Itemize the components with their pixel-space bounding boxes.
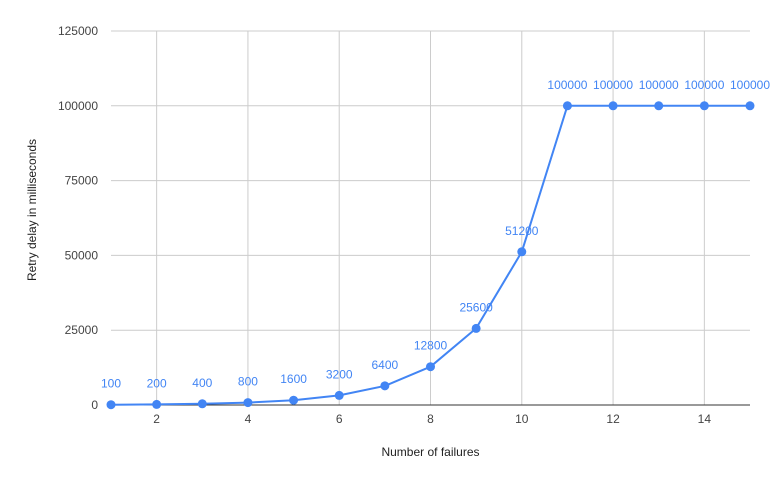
data-label: 1600: [280, 372, 307, 386]
data-point: [608, 101, 618, 111]
x-tick-label: 12: [606, 412, 620, 426]
y-axis-title: Retry delay in milliseconds: [25, 139, 39, 281]
grid: [111, 30, 750, 405]
data-point: [334, 390, 344, 400]
tick-labels: 0 25000 50000 75000 100000 125000 2 4 6 8 10 12 14: [58, 24, 711, 426]
data-point: [152, 399, 162, 409]
data-label: 800: [238, 375, 258, 389]
data-label: 25600: [459, 300, 493, 314]
data-point: [289, 395, 299, 405]
x-axis-title: Number of failures: [381, 445, 479, 459]
data-label: 51200: [505, 224, 539, 238]
y-tick-label: 75000: [65, 174, 99, 188]
y-tick-label: 0: [91, 398, 98, 412]
data-labels: 100 200 400 800 1600 3200 6400 12800 25600 51200 1…: [101, 78, 770, 391]
y-tick-label: 50000: [65, 248, 99, 262]
y-tick-label: 125000: [58, 24, 98, 38]
x-tick-label: 8: [427, 412, 434, 426]
data-point: [517, 247, 527, 257]
y-tick-label: 100000: [58, 99, 98, 113]
data-point: [745, 101, 755, 111]
data-label: 12800: [414, 339, 448, 353]
data-point: [654, 101, 664, 111]
data-point: [562, 101, 572, 111]
data-label: 400: [192, 376, 212, 390]
y-tick-label: 25000: [65, 323, 99, 337]
data-label: 100000: [639, 78, 679, 92]
data-point: [699, 101, 709, 111]
x-tick-label: 2: [153, 412, 160, 426]
x-tick-label: 6: [336, 412, 343, 426]
data-label: 3200: [326, 367, 353, 381]
data-point: [380, 381, 390, 391]
data-label: 200: [147, 376, 167, 390]
x-tick-label: 4: [245, 412, 252, 426]
data-label: 100: [101, 377, 121, 391]
data-label: 100000: [684, 78, 724, 92]
data-label: 100000: [593, 78, 633, 92]
data-label: 100000: [730, 78, 770, 92]
x-tick-label: 10: [515, 412, 529, 426]
data-point: [426, 362, 435, 372]
data-point: [471, 323, 481, 333]
data-point: [243, 398, 253, 408]
x-tick-label: 14: [698, 412, 712, 426]
data-label: 100000: [547, 78, 587, 92]
series-group: [106, 101, 755, 410]
data-point: [197, 399, 207, 409]
data-point: [106, 400, 116, 410]
data-label: 6400: [372, 358, 399, 372]
